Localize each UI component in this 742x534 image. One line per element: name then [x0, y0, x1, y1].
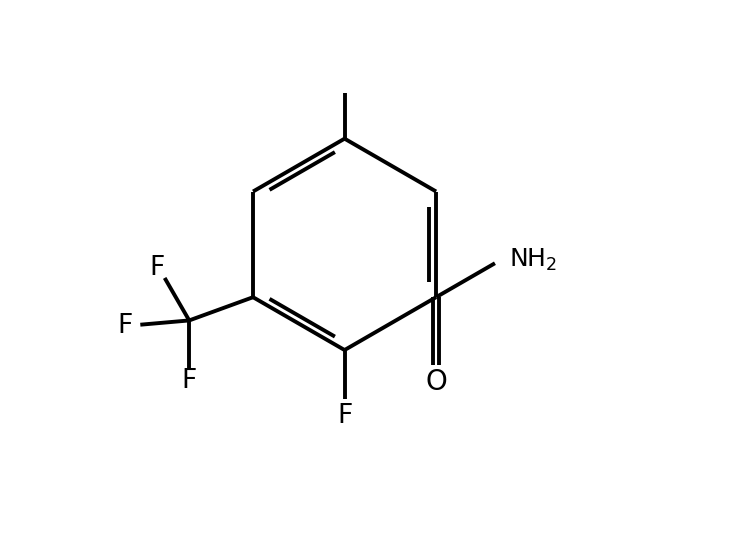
Text: F: F [182, 368, 197, 394]
Text: F: F [337, 403, 352, 429]
Text: O: O [425, 368, 447, 396]
Text: F: F [149, 255, 165, 281]
Text: F: F [118, 313, 133, 339]
Text: NH$_2$: NH$_2$ [508, 246, 556, 272]
